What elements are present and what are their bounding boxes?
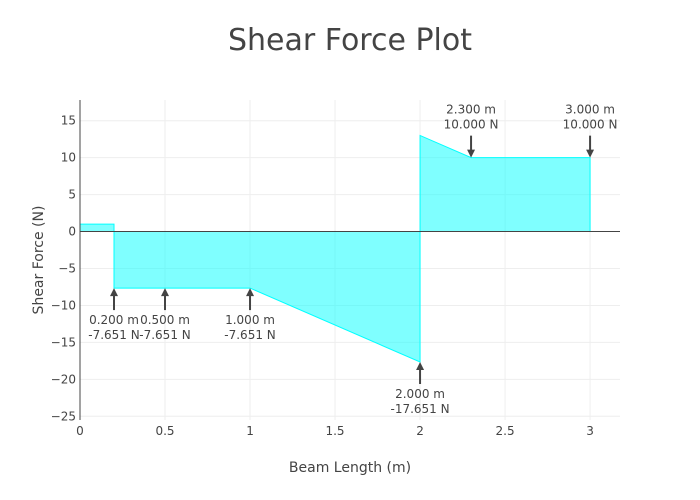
x-tick-label: 3	[586, 424, 594, 438]
annotation-arrowhead	[467, 149, 476, 158]
annotation: 2.000 m-17.651 N	[390, 361, 450, 416]
x-tick-label: 1.5	[325, 424, 344, 438]
annotation-arrowhead	[110, 288, 119, 297]
y-tick-label: −10	[51, 298, 76, 312]
series-area-fill	[80, 135, 591, 362]
y-tick-label: −20	[51, 372, 76, 386]
x-tick-label: 2.5	[496, 424, 515, 438]
annotation-value: 10.000 N	[444, 118, 499, 132]
y-tick-label: 0	[68, 225, 76, 239]
annotation-value: -7.651 N	[224, 328, 275, 342]
y-tick-label: 10	[61, 151, 76, 165]
annotation-value: -7.651 N	[139, 328, 190, 342]
annotation-value: -7.651 N	[88, 328, 139, 342]
annotation-value: 10.000 N	[563, 118, 618, 132]
axes	[79, 100, 620, 420]
annotation-position: 2.000 m	[395, 387, 445, 401]
x-tick-label: 1	[246, 424, 254, 438]
annotations: 0.200 m-7.651 N0.500 m-7.651 N1.000 m-7.…	[88, 103, 617, 416]
annotation: 0.500 m-7.651 N	[139, 288, 191, 342]
y-tick-label: 15	[61, 114, 76, 128]
y-tick-label: −25	[51, 409, 76, 423]
x-tick-label: 0.5	[155, 424, 174, 438]
chart-title: Shear Force Plot	[228, 23, 472, 58]
annotation-position: 1.000 m	[225, 313, 275, 327]
annotation: 2.300 m10.000 N	[444, 103, 499, 158]
annotation-arrowhead	[161, 288, 170, 297]
tick-labels: 0 0.5 1 1.5 2 2.5 3 15 10 5 0 −5 −10 −15 −20 −25	[51, 114, 594, 438]
x-tick-label: 2	[416, 424, 424, 438]
x-tick-label: 0	[76, 424, 84, 438]
series-line	[80, 134, 591, 363]
annotation: 1.000 m-7.651 N	[224, 288, 276, 342]
annotation-position: 3.000 m	[565, 103, 615, 117]
annotation-position: 0.500 m	[140, 313, 190, 327]
y-tick-label: −15	[51, 335, 76, 349]
x-axis-label: Beam Length (m)	[289, 460, 411, 476]
plot-area	[80, 134, 591, 363]
y-tick-label: −5	[58, 261, 76, 275]
annotation-arrowhead	[246, 288, 255, 297]
annotation-value: -17.651 N	[390, 402, 449, 416]
annotation-position: 0.200 m	[89, 313, 139, 327]
y-tick-label: 5	[68, 188, 76, 202]
annotation-position: 2.300 m	[446, 103, 496, 117]
annotation: 3.000 m10.000 N	[563, 103, 618, 158]
annotation-arrowhead	[586, 149, 595, 158]
y-axis-label: Shear Force (N)	[31, 206, 47, 315]
annotation-arrowhead	[416, 361, 425, 370]
annotation: 0.200 m-7.651 N	[88, 288, 140, 342]
